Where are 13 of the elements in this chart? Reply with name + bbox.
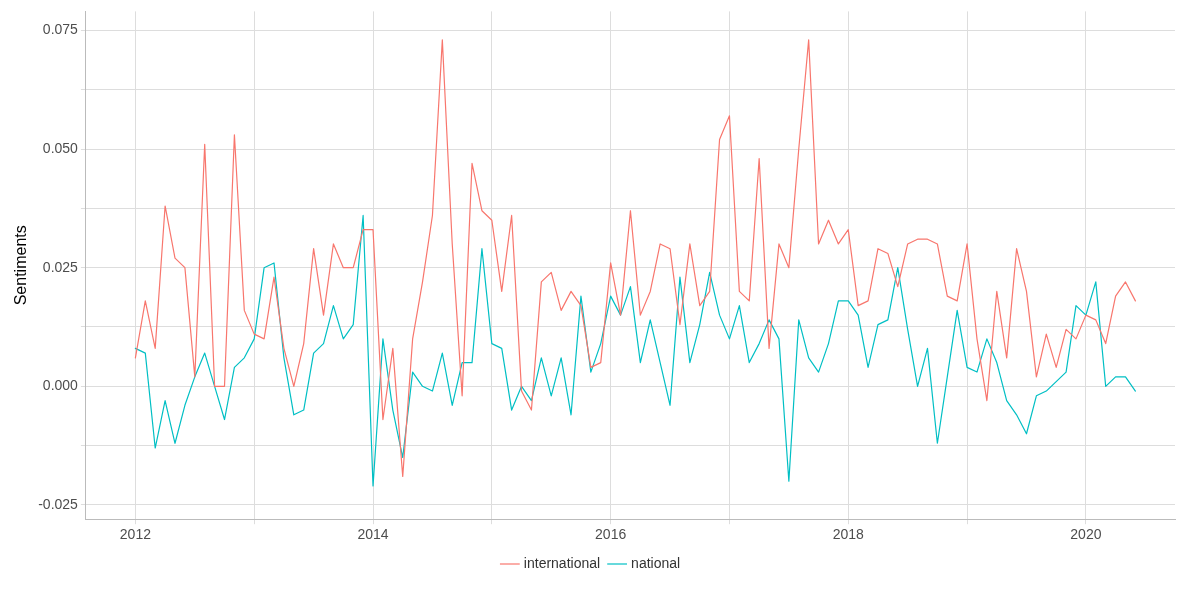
legend-label: national	[631, 554, 681, 571]
y-axis-title: Sentiments	[12, 225, 30, 306]
y-tick-label: 0.025	[42, 258, 79, 275]
y-tick-label: 0.000	[42, 377, 79, 394]
x-tick-label: 2012	[119, 526, 152, 543]
x-tick-label: 2014	[357, 526, 389, 543]
legend-label: international	[523, 554, 601, 571]
x-tick-label: 2018	[832, 526, 865, 543]
y-tick-label: 0.050	[42, 139, 79, 156]
y-tick-label: -0.025	[38, 495, 79, 512]
x-tick-label: 2020	[1070, 526, 1102, 543]
x-tick-label: 2016	[595, 526, 627, 543]
y-tick-label: 0.075	[42, 21, 79, 38]
